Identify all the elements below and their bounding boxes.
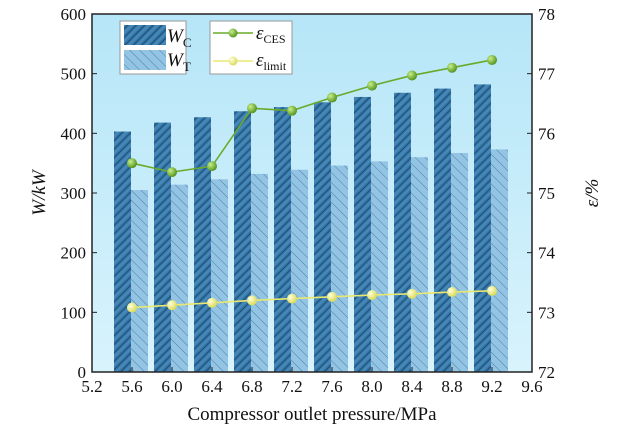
y-tick-label-left: 600: [61, 5, 87, 24]
bar-w-c: [474, 84, 491, 372]
x-tick-label: 9.6: [521, 377, 542, 396]
legend-marker-limit: [228, 56, 238, 66]
legend-swatch-wt: [124, 50, 166, 70]
point-eps-limit: [287, 293, 297, 304]
bar-w-t: [411, 157, 428, 372]
bar-w-t: [371, 161, 388, 372]
point-eps-ces: [367, 80, 377, 91]
legend-label-limit: εlimit: [256, 50, 287, 73]
bar-w-c: [314, 102, 331, 372]
x-tick-label: 7.6: [321, 377, 342, 396]
line-eps-ces: [131, 59, 493, 173]
y-tick-label-left: 500: [61, 65, 87, 84]
point-eps-ces: [167, 167, 177, 178]
x-tick-label: 8.8: [441, 377, 462, 396]
x-tick-label: 8.4: [401, 377, 423, 396]
y-tick-label-left: 300: [61, 184, 87, 203]
y-tick-label-left: 100: [61, 303, 87, 322]
point-eps-ces: [127, 158, 137, 169]
x-tick-label: 7.2: [281, 377, 302, 396]
legend-marker-ces: [228, 28, 238, 38]
bar-w-c: [114, 131, 131, 372]
bar-w-c: [154, 122, 171, 373]
point-eps-limit: [127, 302, 137, 313]
point-eps-ces: [407, 70, 417, 81]
point-eps-limit: [367, 290, 377, 301]
axes-group: 5.2 5.6 6.0 6.4 6.8 7.2 7.6 8.0 8.4 8.8 9.2 9.6 0 100…: [61, 5, 556, 396]
point-eps-limit: [207, 297, 217, 308]
y-tick-label-right: 73: [538, 303, 555, 322]
point-eps-ces: [447, 62, 457, 73]
bar-w-t: [171, 184, 188, 372]
y-axis-label-right: ε/%: [582, 179, 603, 208]
point-eps-ces: [287, 105, 297, 116]
point-eps-ces: [207, 161, 217, 172]
point-eps-ces: [327, 92, 337, 103]
bar-w-t: [211, 179, 228, 372]
y-tick-label-left: 0: [78, 363, 87, 382]
bar-w-t: [131, 190, 148, 372]
bar-w-t: [331, 165, 348, 372]
y-tick-label-left: 200: [61, 244, 87, 263]
y-tick-label-right: 72: [538, 363, 555, 382]
y-tick-label-right: 78: [538, 5, 555, 24]
y-tick-label-right: 75: [538, 184, 555, 203]
legend-label-ces: εCES: [256, 23, 286, 46]
bar-w-t: [451, 153, 468, 372]
x-tick-label: 5.6: [121, 377, 142, 396]
line-eps-limit: [131, 290, 493, 309]
point-eps-limit: [407, 288, 417, 299]
legend-lines: εCES εlimit: [209, 20, 293, 75]
bars-group: [114, 84, 508, 373]
bar-w-c: [394, 92, 411, 372]
point-eps-limit: [447, 287, 457, 298]
x-tick-label: 6.4: [201, 377, 223, 396]
y-tick-label-left: 400: [61, 124, 87, 143]
x-tick-label: 6.8: [241, 377, 262, 396]
bar-w-c: [234, 111, 251, 373]
y-tick-label-right: 77: [538, 65, 556, 84]
bar-w-c: [274, 107, 291, 372]
legend-label-wt: WT: [167, 50, 191, 74]
y-tick-label-right: 76: [538, 124, 555, 143]
point-eps-ces: [247, 103, 257, 114]
x-tick-label: 6.0: [161, 377, 182, 396]
bar-w-c: [194, 117, 211, 373]
point-eps-limit: [167, 300, 177, 311]
point-eps-limit: [487, 285, 497, 296]
bar-w-t: [291, 169, 308, 372]
legend-bars: WC WT: [119, 20, 192, 75]
point-eps-limit: [247, 295, 257, 306]
y-tick-label-right: 74: [538, 244, 556, 263]
lines-group: [127, 54, 497, 313]
bar-w-t: [251, 173, 268, 372]
bar-w-t: [491, 149, 508, 372]
bar-w-c: [434, 88, 451, 372]
x-axis-label: Compressor outlet pressure/MPa: [187, 404, 437, 425]
bar-w-c: [354, 96, 371, 372]
x-tick-label: 9.2: [481, 377, 502, 396]
x-tick-label: 5.2: [81, 377, 102, 396]
legend-swatch-wc: [124, 25, 166, 45]
point-eps-limit: [327, 291, 337, 302]
point-eps-ces: [487, 54, 497, 65]
x-tick-label: 8.0: [361, 377, 382, 396]
y-axis-label-left: W/kW: [29, 168, 50, 216]
legend-label-wc: WC: [167, 26, 192, 50]
